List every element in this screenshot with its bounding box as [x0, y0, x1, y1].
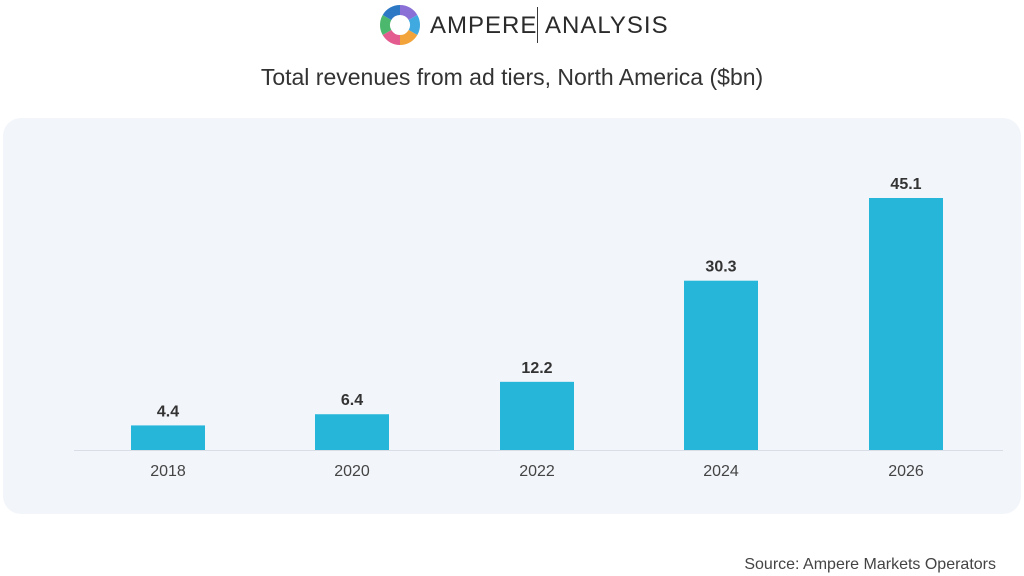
ampere-logo: AMPERE ANALYSIS — [378, 3, 668, 47]
brand-divider — [537, 7, 538, 43]
bar-2018 — [131, 425, 205, 450]
bar-2022 — [500, 381, 574, 450]
source-note: Source: Ampere Markets Operators — [744, 556, 996, 573]
logo-segment — [400, 30, 418, 45]
x-tick-label-2026: 2026 — [888, 463, 924, 480]
logo-segment — [382, 5, 400, 20]
bar-2024 — [684, 280, 758, 450]
data-label-2020: 6.4 — [341, 392, 363, 409]
brand-name-left: AMPERE — [430, 12, 538, 39]
x-tick-label-2022: 2022 — [519, 463, 555, 480]
data-label-2018: 4.4 — [157, 403, 179, 420]
logo-segment — [380, 15, 392, 35]
data-label-2022: 12.2 — [521, 360, 552, 377]
logo-segment — [400, 5, 418, 20]
chart-title: Total revenues from ad tiers, North Amer… — [260, 64, 764, 90]
x-tick-label-2020: 2020 — [334, 463, 370, 480]
header: AMPERE ANALYSIS — [0, 0, 1024, 50]
data-label-2024: 30.3 — [705, 259, 736, 276]
logo-segment — [382, 30, 400, 45]
chart-panel: 4.4 2018 6.4 2020 12.2 2022 30.3 2024 45.1 2026 — [3, 118, 1021, 514]
bar-2026 — [869, 198, 943, 450]
x-tick-label-2018: 2018 — [150, 463, 186, 480]
logo-segment — [408, 15, 420, 35]
bar-2020 — [315, 414, 389, 450]
ring-logo-icon — [380, 5, 420, 45]
bar-chart: 4.4 2018 6.4 2020 12.2 2022 30.3 2024 45.1 2026 — [74, 176, 1003, 480]
x-tick-label-2024: 2024 — [703, 463, 739, 480]
data-label-2026: 45.1 — [890, 176, 921, 193]
brand-name-right: ANALYSIS — [545, 12, 669, 39]
